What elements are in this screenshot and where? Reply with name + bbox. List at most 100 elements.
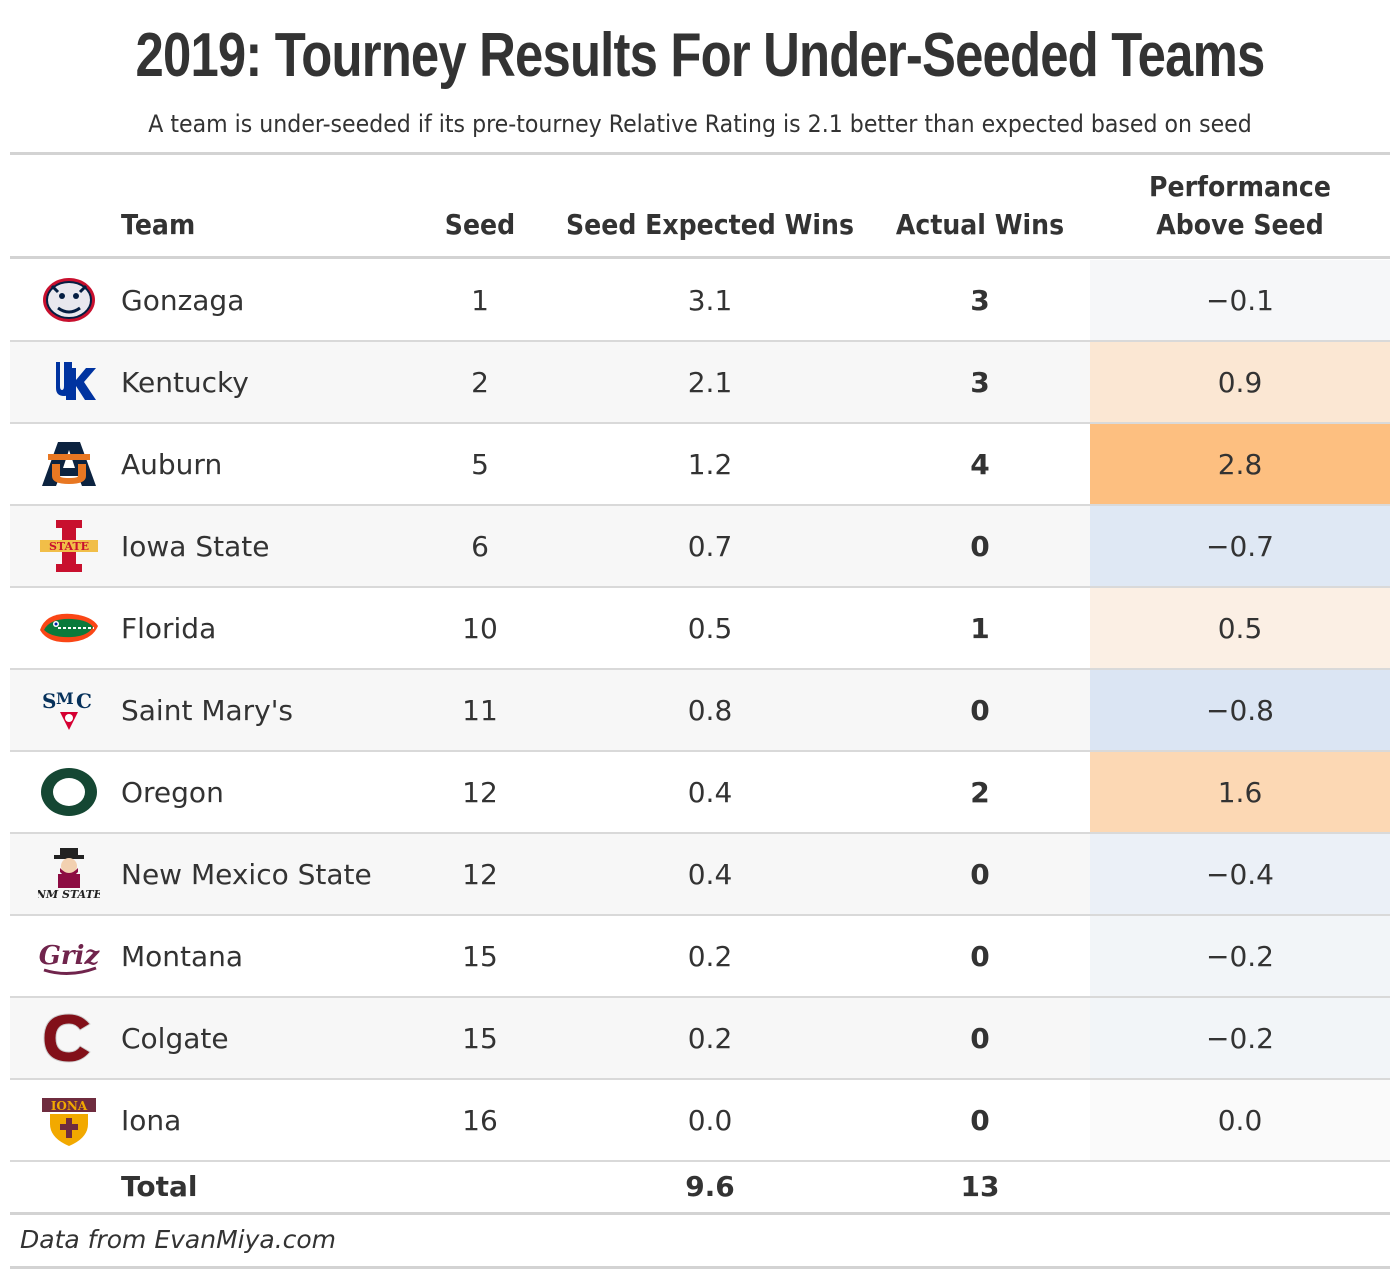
seed-value: 1: [471, 284, 489, 317]
performance-heat-cell: [1090, 752, 1390, 834]
team-name: Saint Mary's: [121, 694, 294, 727]
seed-value: 6: [471, 530, 489, 563]
table-row: Kentucky 2 2.1 3 0.9: [10, 342, 1390, 424]
auburn-au-logo: [38, 436, 100, 492]
expected-wins-value: 0.2: [687, 1022, 733, 1055]
expected-wins-value: 3.1: [687, 284, 733, 317]
expected-wins-value: 0.2: [687, 940, 733, 973]
team-name: Auburn: [121, 448, 223, 481]
page-subtitle: A team is under-seeded if its pre-tourne…: [148, 110, 1252, 138]
performance-value: 0.0: [1217, 1104, 1263, 1137]
performance-value: 2.8: [1217, 448, 1263, 481]
performance-heat-cell: [1090, 1080, 1390, 1162]
performance-value: −0.7: [1206, 530, 1274, 563]
iona-gaels-logo: IONA: [38, 1092, 100, 1148]
team-name: Iowa State: [121, 530, 270, 563]
expected-wins-value: 0.4: [687, 858, 733, 891]
seed-value: 16: [462, 1104, 498, 1137]
performance-value: −0.8: [1206, 694, 1274, 727]
header-actual-wins: Actual Wins: [895, 208, 1065, 241]
total-row: Total 9.6 13: [10, 1162, 1390, 1212]
seed-value: 12: [462, 858, 498, 891]
row-divider: [10, 668, 1390, 670]
table-row: Colgate 15 0.2 0 −0.2: [10, 998, 1390, 1080]
team-name: Gonzaga: [121, 284, 245, 317]
actual-wins-value: 0: [970, 1022, 990, 1055]
team-name: Florida: [121, 612, 217, 645]
performance-value: 0.9: [1217, 366, 1263, 399]
header-team: Team: [121, 208, 196, 241]
seed-value: 15: [462, 940, 498, 973]
header-performance-line1: Performance: [1149, 170, 1331, 203]
team-name: Kentucky: [121, 366, 249, 399]
table-row: Florida 10 0.5 1 0.5: [10, 588, 1390, 670]
performance-value: 1.6: [1217, 776, 1263, 809]
expected-wins-value: 2.1: [687, 366, 733, 399]
svg-text:M: M: [56, 689, 74, 708]
performance-heat-cell: [1090, 834, 1390, 916]
table-row: NM STATE New Mexico State 12 0.4 0 −0.4: [10, 834, 1390, 916]
performance-value: −0.4: [1206, 858, 1274, 891]
row-divider: [10, 832, 1390, 834]
row-divider: [10, 1078, 1390, 1080]
team-name: Colgate: [121, 1022, 229, 1055]
row-divider: [10, 996, 1390, 998]
performance-heat-cell: [1090, 506, 1390, 588]
team-name: New Mexico State: [121, 858, 372, 891]
table-row: S M C Saint Mary's 11 0.8 0 −0.8: [10, 670, 1390, 752]
source-note: Data from EvanMiya.com: [20, 1225, 337, 1254]
expected-wins-value: 0.8: [687, 694, 733, 727]
row-divider: [10, 422, 1390, 424]
performance-heat-cell: [1090, 424, 1390, 506]
actual-wins-value: 3: [970, 366, 990, 399]
seed-value: 12: [462, 776, 498, 809]
performance-value: −0.2: [1206, 940, 1274, 973]
new-mexico-state-logo: NM STATE: [35, 846, 103, 902]
seed-value: 2: [471, 366, 489, 399]
table-row: STATE Iowa State 6 0.7 0 −0.7: [10, 506, 1390, 588]
header-performance-line2: Above Seed: [1156, 208, 1324, 241]
team-name: Montana: [121, 940, 244, 973]
svg-text:STATE: STATE: [49, 540, 89, 553]
oregon-o-logo: [38, 764, 100, 820]
total-expected-wins: 9.6: [685, 1170, 735, 1203]
performance-heat-cell: [1090, 260, 1390, 342]
seed-value: 15: [462, 1022, 498, 1055]
actual-wins-value: 0: [970, 1104, 990, 1137]
actual-wins-value: 0: [970, 530, 990, 563]
actual-wins-value: 0: [970, 694, 990, 727]
row-divider: [10, 750, 1390, 752]
gonzaga-bulldog-logo: [38, 272, 100, 328]
footer-rule: [10, 1266, 1390, 1269]
row-divider: [10, 914, 1390, 916]
expected-wins-value: 0.7: [687, 530, 733, 563]
svg-text:C: C: [76, 689, 92, 713]
seed-value: 5: [471, 448, 489, 481]
top-rule: [10, 152, 1390, 155]
performance-value: 0.5: [1217, 612, 1263, 645]
row-divider: [10, 586, 1390, 588]
actual-wins-value: 2: [970, 776, 990, 809]
page-title: 2019: Tourney Results For Under-Seeded T…: [135, 21, 1266, 90]
row-divider: [10, 504, 1390, 506]
actual-wins-value: 3: [970, 284, 990, 317]
performance-value: −0.1: [1206, 284, 1274, 317]
header-expected-wins: Seed Expected Wins: [565, 208, 854, 241]
seed-value: 10: [462, 612, 498, 645]
actual-wins-value: 4: [970, 448, 990, 481]
performance-heat-cell: [1090, 588, 1390, 670]
table-row: IONA Iona 16 0.0 0 0.0: [10, 1080, 1390, 1162]
row-divider: [10, 340, 1390, 342]
montana-griz-logo: Griz: [38, 928, 101, 984]
performance-heat-cell: [1090, 342, 1390, 424]
florida-gator-logo: [38, 600, 100, 656]
expected-wins-value: 0.0: [687, 1104, 733, 1137]
performance-heat-cell: [1090, 916, 1390, 998]
performance-value: −0.2: [1206, 1022, 1274, 1055]
total-actual-wins: 13: [960, 1170, 1000, 1203]
performance-heat-cell: [1090, 998, 1390, 1080]
expected-wins-value: 0.5: [687, 612, 733, 645]
svg-text:IONA: IONA: [51, 1099, 88, 1113]
performance-heat-cell: [1090, 670, 1390, 752]
